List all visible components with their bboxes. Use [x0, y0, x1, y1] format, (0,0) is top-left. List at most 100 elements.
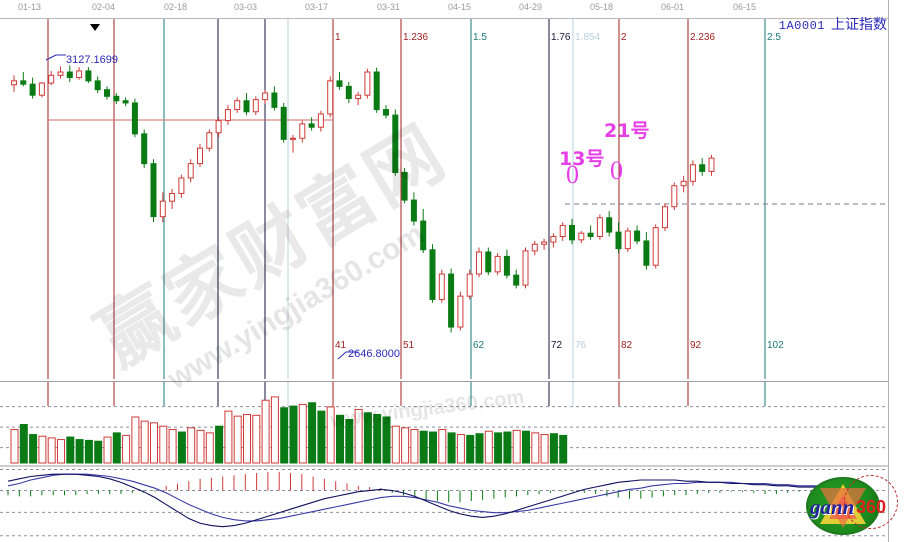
- volume-bar-34: [326, 406, 335, 464]
- gann-bottom-label-10: 76: [575, 340, 587, 351]
- candle-body-12: [122, 100, 129, 104]
- candle-body-69: [652, 227, 659, 266]
- candle-body-17: [169, 192, 176, 202]
- candle-body-72: [680, 180, 687, 187]
- candle-13: [131, 98, 138, 138]
- candle-body-45: [429, 249, 436, 300]
- candle-10: [104, 86, 110, 100]
- price-chart-panel[interactable]: 1 41 1.236 51 1.5 62 1.76 72 1.854 76 2 82 2.236 92 2.…: [0, 19, 888, 379]
- macd-panel[interactable]: [0, 464, 888, 542]
- candle-body-36: [345, 85, 352, 100]
- volume-bar-19: [187, 427, 196, 464]
- volume-bar-21: [205, 432, 214, 464]
- annotation-1: 21号: [604, 120, 650, 142]
- candle-17: [169, 189, 176, 209]
- volume-bar-58: [549, 433, 558, 464]
- candle-60: [569, 218, 575, 245]
- annotation-2: 0: [566, 160, 579, 189]
- candle-body-25: [243, 100, 250, 113]
- gann-top-label-9: 1.76: [551, 32, 571, 43]
- volume-bar-10: [103, 436, 112, 464]
- leader-line-high: [45, 54, 66, 61]
- down-marker-icon: [90, 24, 100, 31]
- candle-body-31: [299, 123, 306, 139]
- candle-12: [122, 97, 129, 107]
- gann-bottom-label-9: 72: [551, 340, 563, 351]
- volume-bar-35: [336, 414, 344, 464]
- candle-body-11: [113, 95, 120, 102]
- candle-75: [708, 154, 715, 176]
- candle-body-58: [550, 236, 557, 243]
- date-tick-4: 03-17: [305, 2, 329, 12]
- candle-body-42: [401, 171, 408, 201]
- candle-body-3: [38, 82, 45, 96]
- candle-body-71: [671, 185, 678, 208]
- date-tick-7: 04-29: [519, 2, 543, 12]
- volume-bar-23: [224, 410, 233, 464]
- volume-bar-2: [29, 434, 38, 464]
- candle-51: [485, 247, 492, 276]
- macd-svg: [0, 465, 888, 537]
- volume-bar-15: [150, 422, 158, 464]
- candle-67: [634, 225, 641, 245]
- date-tick-10: 06-15: [733, 2, 757, 12]
- candle-body-34: [327, 80, 334, 115]
- candle-63: [596, 214, 603, 240]
- candle-body-64: [606, 217, 613, 233]
- candle-31: [299, 120, 306, 143]
- volume-bar-4: [47, 437, 56, 464]
- candle-body-50: [476, 251, 482, 275]
- candle-36: [345, 81, 352, 103]
- candle-body-43: [410, 199, 417, 222]
- candle-body-61: [578, 232, 585, 241]
- candle-body-53: [503, 255, 510, 276]
- volume-bar-24: [233, 415, 242, 464]
- candle-50: [476, 247, 482, 278]
- candle-body-52: [494, 255, 501, 273]
- candle-54: [513, 269, 520, 289]
- candle-body-16: [159, 200, 166, 218]
- candle-body-35: [336, 80, 343, 87]
- candle-15: [150, 159, 157, 223]
- candle-body-24: [234, 100, 241, 111]
- candle-body-26: [252, 99, 259, 113]
- price-label-0: 3127.1699: [66, 54, 118, 66]
- candle-22: [215, 117, 222, 138]
- candle-68: [643, 232, 650, 270]
- volume-bar-8: [84, 439, 93, 464]
- gann-bottom-label-6: 41: [335, 340, 347, 351]
- logo-ring: [844, 475, 898, 529]
- candle-62: [587, 225, 594, 240]
- candle-26: [252, 96, 259, 116]
- volume-bars-svg: [0, 382, 888, 464]
- candle-body-41: [392, 114, 399, 173]
- candle-body-60: [569, 224, 575, 241]
- candle-3: [38, 81, 45, 98]
- volume-bar-16: [159, 425, 168, 464]
- candle-body-22: [215, 120, 222, 134]
- volume-panel[interactable]: [0, 381, 888, 465]
- volume-bar-48: [456, 434, 465, 464]
- candle-46: [438, 269, 445, 303]
- candle-57: [541, 238, 548, 250]
- volume-bar-14: [140, 420, 149, 464]
- candle-body-57: [541, 241, 548, 245]
- candle-body-1: [20, 80, 27, 85]
- volume-bar-3: [38, 435, 47, 464]
- gann-top-label-10: 1.854: [575, 32, 601, 43]
- candle-48: [457, 291, 464, 331]
- gann-top-label-8: 1.5: [473, 32, 487, 43]
- volume-bar-1: [19, 424, 28, 464]
- volume-bar-25: [243, 413, 251, 464]
- candle-29: [280, 102, 287, 143]
- candle-56: [531, 240, 538, 256]
- candle-41: [392, 109, 399, 176]
- volume-bar-46: [438, 429, 447, 464]
- candle-72: [680, 175, 687, 193]
- candle-33: [317, 110, 324, 132]
- candle-body-47: [448, 273, 455, 328]
- volume-bar-33: [317, 410, 326, 464]
- candle-40: [383, 105, 389, 119]
- candle-body-74: [699, 164, 706, 172]
- volume-bar-7: [75, 439, 84, 464]
